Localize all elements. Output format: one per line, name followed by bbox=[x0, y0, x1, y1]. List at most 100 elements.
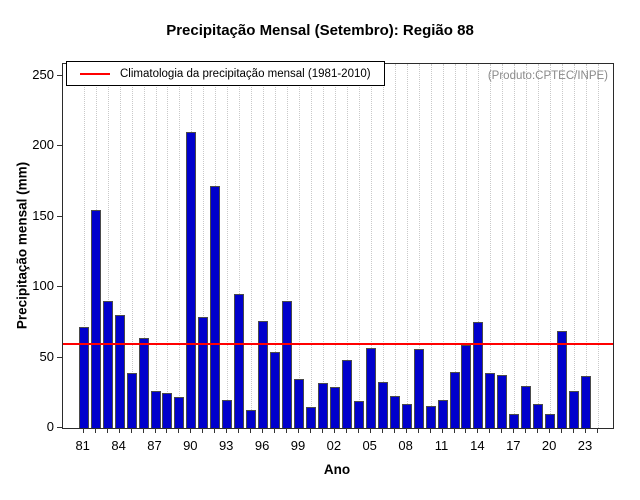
year-gridline bbox=[334, 64, 336, 428]
climatology-line-swatch bbox=[80, 72, 110, 75]
year-gridline bbox=[287, 64, 288, 428]
bar-2014 bbox=[473, 322, 484, 428]
x-tick-label: 96 bbox=[254, 438, 270, 453]
x-axis-tick bbox=[465, 428, 467, 433]
bar-2015 bbox=[485, 373, 496, 428]
x-axis-tick bbox=[381, 428, 383, 433]
y-axis-tick bbox=[57, 215, 62, 217]
y-tick-label: 200 bbox=[32, 137, 54, 153]
legend-label: Climatologia da precipitação mensal (198… bbox=[120, 67, 371, 80]
year-gridline bbox=[155, 64, 157, 428]
x-axis-tick bbox=[549, 428, 551, 433]
x-axis-tick bbox=[309, 428, 311, 433]
plot-area: Climatologia da precipitação mensal (198… bbox=[62, 61, 614, 429]
year-gridline bbox=[143, 64, 145, 428]
y-tick-label: 150 bbox=[32, 207, 54, 223]
year-gridline bbox=[119, 64, 121, 428]
y-tick-label: 50 bbox=[39, 348, 54, 364]
x-axis-label: Ano bbox=[323, 462, 351, 477]
bar-2010 bbox=[425, 405, 436, 428]
x-axis-tick bbox=[154, 428, 156, 433]
x-axis-tick bbox=[369, 428, 371, 433]
year-gridline bbox=[394, 64, 396, 428]
bar-1999 bbox=[294, 378, 304, 428]
bar-1983 bbox=[102, 301, 113, 428]
x-axis-tick bbox=[537, 428, 539, 433]
x-axis-tick bbox=[250, 428, 252, 433]
x-axis-tick bbox=[190, 428, 192, 433]
x-axis-tick bbox=[286, 428, 287, 433]
bar-1985 bbox=[126, 373, 137, 428]
year-gridline bbox=[598, 64, 599, 428]
year-gridline bbox=[310, 64, 312, 428]
x-axis-tick bbox=[489, 428, 491, 433]
x-axis-tick bbox=[214, 428, 216, 433]
year-gridline bbox=[442, 64, 444, 428]
bar-2003 bbox=[341, 360, 352, 428]
y-axis-tick bbox=[57, 356, 62, 358]
x-tick-label: 05 bbox=[362, 438, 377, 453]
x-axis-tick bbox=[417, 428, 419, 433]
x-axis-tick bbox=[393, 428, 395, 433]
x-tick-label: 17 bbox=[506, 438, 521, 453]
bar-1982 bbox=[90, 209, 101, 428]
year-gridline bbox=[526, 64, 528, 428]
year-gridline bbox=[574, 64, 576, 428]
bar-2005 bbox=[365, 347, 376, 428]
y-axis-tick bbox=[57, 145, 62, 147]
chart-title: Precipitação Mensal (Setembro): Região 8… bbox=[166, 22, 474, 39]
bar-1984 bbox=[114, 315, 125, 428]
y-axis-label: Precipitação mensal (mm) bbox=[14, 161, 30, 330]
year-gridline bbox=[251, 64, 253, 428]
x-axis-tick bbox=[298, 428, 299, 433]
bar-2018 bbox=[521, 385, 532, 428]
x-tick-label: 84 bbox=[111, 438, 126, 453]
bar-1986 bbox=[138, 337, 149, 428]
year-gridline bbox=[550, 64, 552, 428]
bar-1988 bbox=[162, 392, 173, 428]
x-axis-tick bbox=[561, 428, 563, 433]
bar-2022 bbox=[569, 391, 580, 428]
year-gridline bbox=[562, 64, 564, 428]
x-tick-label: 99 bbox=[290, 438, 306, 453]
x-axis-tick bbox=[513, 428, 515, 433]
bar-2009 bbox=[413, 349, 424, 428]
year-gridline bbox=[131, 64, 133, 428]
x-axis-tick bbox=[118, 428, 120, 433]
year-gridline bbox=[227, 64, 229, 428]
x-axis-tick bbox=[202, 428, 204, 433]
year-gridline bbox=[454, 64, 456, 428]
y-tick-label: 0 bbox=[46, 419, 54, 434]
year-gridline bbox=[322, 64, 324, 428]
year-gridline bbox=[586, 64, 587, 428]
y-tick-label: 250 bbox=[32, 67, 54, 82]
bar-2007 bbox=[389, 395, 400, 428]
bar-1992 bbox=[210, 185, 221, 428]
bar-1997 bbox=[270, 352, 281, 428]
x-tick-label: 11 bbox=[434, 438, 449, 453]
year-gridline bbox=[406, 64, 408, 428]
x-axis-tick bbox=[238, 428, 240, 433]
bar-1998 bbox=[282, 301, 292, 428]
y-axis-tick bbox=[57, 427, 62, 428]
bar-2016 bbox=[497, 374, 508, 428]
x-axis-tick bbox=[262, 428, 264, 433]
x-axis-tick bbox=[441, 428, 443, 433]
x-axis-tick bbox=[142, 428, 144, 433]
year-gridline bbox=[370, 64, 372, 428]
x-tick-label: 93 bbox=[218, 438, 234, 453]
year-gridline bbox=[299, 64, 300, 428]
x-tick-label: 87 bbox=[147, 438, 162, 453]
year-gridline bbox=[430, 64, 432, 428]
bar-2000 bbox=[305, 406, 316, 428]
x-axis-tick bbox=[166, 428, 168, 433]
x-axis-tick bbox=[345, 428, 347, 433]
year-gridline bbox=[538, 64, 540, 428]
year-gridline bbox=[502, 64, 504, 428]
climatology-line bbox=[63, 342, 613, 345]
year-gridline bbox=[263, 64, 265, 428]
x-axis-tick bbox=[106, 428, 108, 433]
year-gridline bbox=[275, 64, 277, 428]
x-axis-tick bbox=[585, 428, 586, 433]
